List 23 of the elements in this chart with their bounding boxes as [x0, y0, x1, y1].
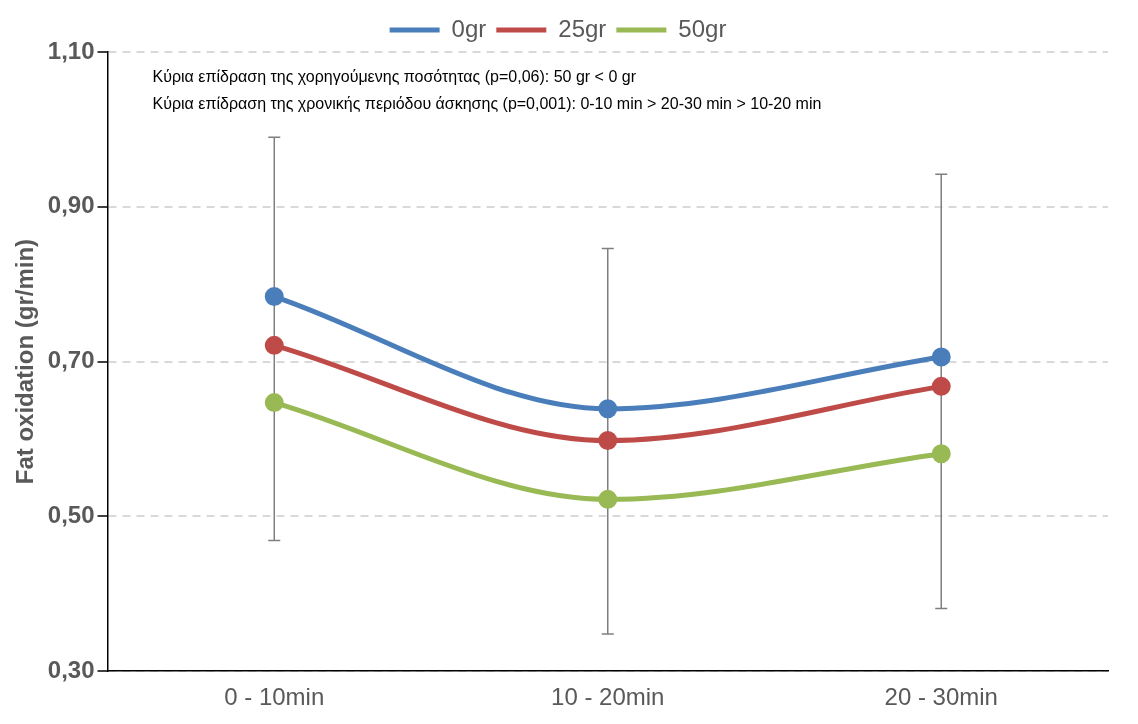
point	[598, 431, 618, 451]
y-tick-label: 1,10	[47, 36, 95, 64]
legend-label: 25gr	[558, 14, 607, 42]
point	[931, 347, 951, 367]
point	[264, 393, 284, 413]
point	[931, 444, 951, 464]
y-tick-label: 0,70	[47, 346, 95, 374]
legend-label: 50gr	[678, 14, 727, 42]
point	[598, 489, 618, 509]
point	[931, 376, 951, 396]
point	[264, 287, 284, 307]
y-axis-title: Fat oxidation (gr/min)	[11, 238, 39, 485]
annotation: Κύρια επίδραση της χρονικής περιόδου άσκησης (p=0,001): 0-10 min > 20-30 min > 10-20 min	[152, 95, 822, 113]
point	[264, 335, 284, 355]
y-tick-label: 0,90	[47, 191, 95, 219]
y-tick-label: 0,30	[47, 655, 95, 683]
legend-label: 0gr	[451, 14, 487, 42]
x-tick-label: 10 - 20min	[551, 683, 665, 711]
annotation: Κύρια επίδραση της χορηγούμενης ποσότητας (p=0,06): 50 gr < 0 gr	[152, 68, 637, 86]
x-tick-label: 0 - 10min	[224, 683, 325, 711]
y-tick-label: 0,50	[47, 501, 95, 529]
point	[598, 399, 618, 419]
x-tick-label: 20 - 30min	[884, 683, 998, 711]
